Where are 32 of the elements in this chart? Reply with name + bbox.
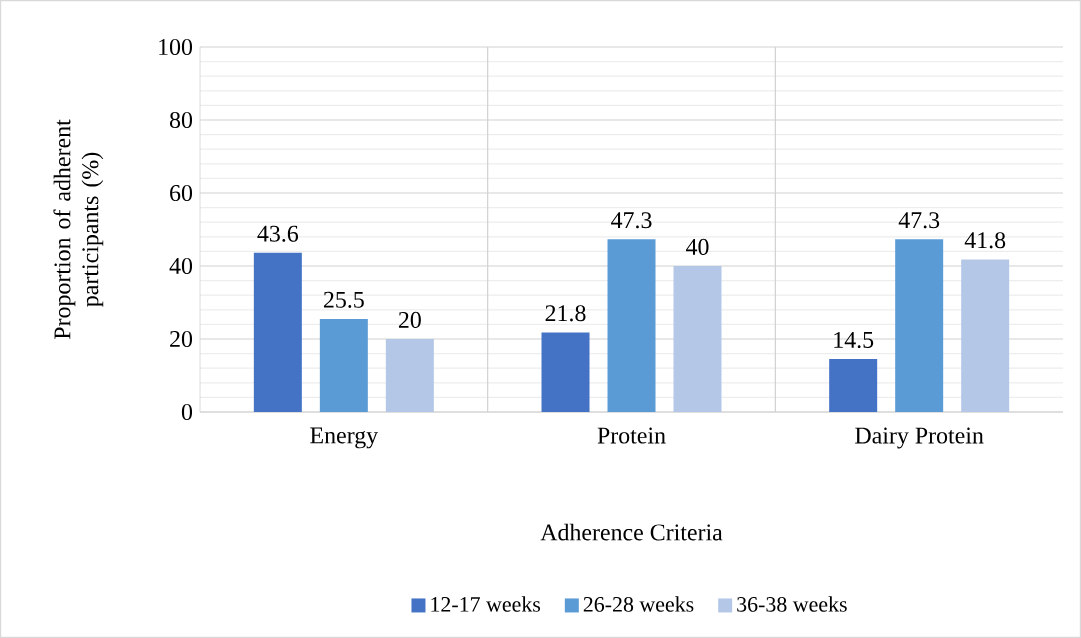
y-tick-label: 20 bbox=[170, 330, 193, 348]
data-label: 20 bbox=[398, 311, 421, 328]
data-label: 25.5 bbox=[323, 291, 364, 308]
legend-label: 12-17 weeks bbox=[431, 596, 541, 612]
data-label: 14.5 bbox=[834, 331, 874, 349]
x-tick-label: Protein bbox=[597, 427, 666, 444]
bar bbox=[541, 332, 590, 412]
y-tick-label: 60 bbox=[170, 184, 193, 202]
bar bbox=[319, 318, 368, 412]
bar bbox=[961, 259, 1010, 412]
legend-label: 36-38 weeks bbox=[737, 596, 847, 612]
data-label: 47.3 bbox=[611, 212, 652, 229]
y-tick-label: 80 bbox=[169, 111, 193, 129]
y-axis-title: Proportion of adherent participants (%) bbox=[53, 119, 104, 340]
bar bbox=[253, 252, 302, 412]
bar bbox=[385, 339, 434, 412]
data-label: 21.8 bbox=[545, 305, 586, 322]
legend-label: 26-28 weeks bbox=[583, 596, 694, 612]
bar bbox=[673, 266, 722, 412]
data-label: 40 bbox=[686, 238, 709, 255]
y-tick-label: 40 bbox=[169, 257, 193, 275]
x-axis-title: Adherence Criteria bbox=[540, 523, 723, 541]
x-tick-label: Dairy Protein bbox=[855, 427, 984, 449]
bar bbox=[829, 359, 878, 412]
data-label: 47.3 bbox=[898, 212, 940, 229]
data-label: 43.6 bbox=[257, 225, 299, 242]
data-label: 41.8 bbox=[964, 232, 1006, 249]
y-tick-label: 0 bbox=[181, 403, 193, 421]
y-tick-label: 100 bbox=[159, 38, 193, 56]
bar bbox=[895, 239, 944, 412]
x-tick-label: Energy bbox=[310, 427, 379, 449]
bar bbox=[607, 239, 656, 412]
